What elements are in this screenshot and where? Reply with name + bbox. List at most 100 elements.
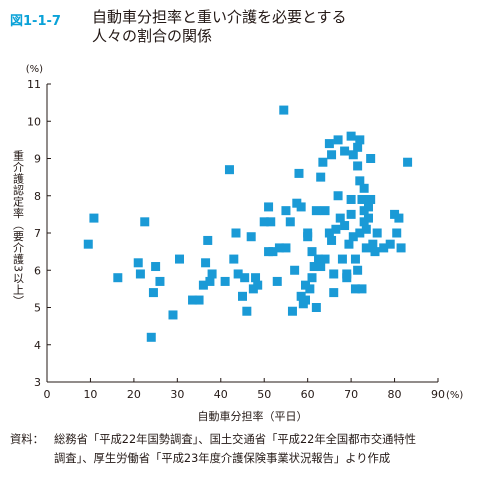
data-point	[361, 243, 371, 253]
data-point	[329, 269, 339, 279]
data-point	[311, 303, 321, 312]
data-point	[135, 269, 145, 279]
data-point	[290, 265, 300, 275]
figure-title: 自動車分担率と重い介護を必要とする 人々の割合の関係	[92, 8, 452, 46]
data-point	[307, 247, 317, 257]
data-point	[151, 262, 161, 272]
data-point	[335, 213, 345, 223]
data-point	[327, 235, 337, 245]
data-point	[363, 202, 373, 212]
data-point	[233, 269, 243, 279]
y-tick-label: 11	[27, 78, 41, 91]
data-point	[205, 276, 215, 286]
data-point	[220, 276, 230, 286]
x-tick-label: 10	[83, 388, 97, 401]
data-point	[146, 332, 156, 342]
data-point	[355, 135, 365, 145]
x-tick-label: 90	[431, 388, 445, 401]
data-point	[340, 146, 350, 156]
data-point	[370, 247, 380, 257]
data-point	[316, 262, 326, 272]
y-axis-title: 重介護認定率（要介護3以上）	[12, 149, 25, 307]
data-point	[311, 206, 321, 216]
data-point	[89, 213, 99, 223]
data-point	[318, 157, 328, 167]
figure-title-line-1: 自動車分担率と重い介護を必要とする	[92, 8, 347, 26]
data-point	[246, 232, 256, 242]
data-point	[259, 217, 269, 227]
data-point	[148, 288, 158, 298]
data-point	[287, 306, 297, 316]
data-point	[231, 228, 241, 238]
data-point	[194, 295, 204, 305]
data-point	[348, 150, 358, 160]
data-point	[294, 168, 304, 178]
x-tick-label: 40	[214, 388, 228, 401]
data-point	[346, 131, 356, 141]
x-tick-label: 80	[388, 388, 402, 401]
data-point	[113, 273, 123, 283]
data-point	[346, 194, 356, 204]
data-points	[83, 105, 413, 342]
y-tick-label: 6	[34, 264, 41, 277]
data-point	[279, 105, 289, 115]
data-point	[314, 254, 324, 264]
y-tick-label: 8	[34, 190, 41, 203]
data-point	[300, 295, 310, 305]
data-point	[372, 228, 382, 238]
data-point	[366, 194, 376, 204]
data-point	[266, 217, 276, 227]
data-point	[353, 142, 363, 152]
x-tick-label: 0	[44, 388, 51, 401]
data-point	[385, 239, 395, 249]
data-point	[155, 276, 165, 286]
figure-number: 図1-1-7	[10, 14, 61, 29]
data-point	[320, 254, 330, 264]
x-tick-label: 70	[344, 388, 358, 401]
data-point	[340, 221, 350, 231]
x-tick-label: 60	[301, 388, 315, 401]
y-tick-label: 4	[34, 339, 41, 352]
data-point	[175, 254, 185, 264]
data-point	[350, 254, 360, 264]
data-point	[168, 310, 178, 320]
data-point	[394, 213, 404, 223]
data-point	[296, 202, 306, 212]
data-point	[331, 224, 341, 234]
data-point	[242, 306, 252, 316]
data-point	[368, 239, 378, 249]
data-point	[353, 265, 363, 275]
data-point	[329, 288, 339, 298]
data-point	[198, 280, 208, 290]
data-point	[333, 191, 343, 201]
data-point	[188, 295, 198, 305]
data-point	[316, 172, 326, 182]
data-point	[203, 235, 213, 245]
data-point	[396, 243, 406, 253]
source-label: 資料：	[10, 433, 44, 446]
data-point	[251, 273, 261, 283]
y-tick-label: 10	[27, 115, 41, 128]
data-point	[272, 276, 282, 286]
data-point	[337, 254, 347, 264]
data-point	[201, 258, 211, 268]
data-point	[305, 284, 315, 294]
data-point	[253, 280, 263, 290]
data-point	[403, 157, 413, 167]
y-tick-label: 5	[34, 302, 41, 315]
data-point	[350, 284, 360, 294]
data-point	[274, 243, 284, 253]
data-point	[207, 269, 217, 279]
data-point	[355, 176, 365, 186]
data-point	[133, 258, 143, 268]
data-point	[366, 154, 376, 163]
y-tick-label: 9	[34, 153, 41, 166]
data-point	[281, 206, 291, 216]
x-tick-label: 20	[127, 388, 141, 401]
figure-title-line-2: 人々の割合の関係	[92, 27, 213, 45]
y-tick-label: 7	[34, 227, 41, 240]
data-point	[344, 239, 354, 249]
data-point	[83, 239, 93, 249]
